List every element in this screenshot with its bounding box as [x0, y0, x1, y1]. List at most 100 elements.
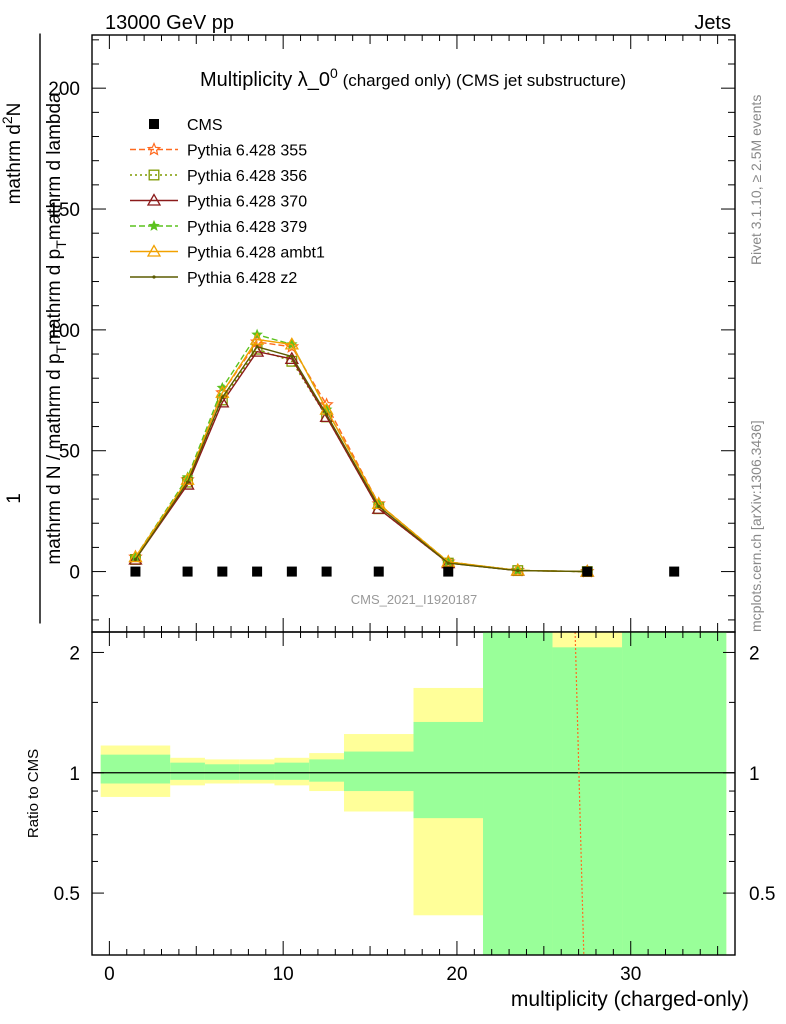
ratio-ytick-label-left-2: 2	[69, 643, 80, 664]
y-label-one: 1	[4, 493, 25, 504]
legend-marker-p370	[146, 193, 162, 206]
cms-point-3	[252, 566, 263, 577]
header-jets-label: Jets	[694, 12, 731, 34]
cms-points	[130, 566, 680, 577]
legend-label-z2: Pythia 6.428 z2	[187, 270, 297, 287]
legend-label-cms: CMS	[187, 117, 223, 134]
series-group	[128, 328, 595, 578]
chart-title-note: (charged only) (CMS jet substructure)	[338, 71, 626, 90]
chart-title-sup: 0	[330, 65, 338, 81]
header-energy-label: 13000 GeV pp	[105, 12, 234, 34]
ratio-y-axis-label: Ratio to CMS	[25, 749, 42, 838]
main-ytick-label-2: 100	[48, 321, 80, 342]
ratio-band-green-8	[483, 632, 553, 955]
series-point-z2-0	[133, 557, 138, 562]
series-point-z2-5	[325, 412, 329, 417]
main-ytick-label-1: 50	[59, 442, 80, 463]
y-label-denominator-part-3: T	[53, 240, 69, 249]
ratio-ytick-label-right-2: 2	[749, 643, 760, 664]
legend-label-p355: Pythia 6.428 355	[187, 143, 307, 160]
cms-point-0	[130, 566, 141, 577]
cms-point-7	[443, 566, 454, 577]
y-label-denominator-part-4: mathrm d lambda	[44, 92, 65, 240]
main-ytick-label-3: 150	[48, 200, 80, 221]
series-point-ambt1-3	[249, 332, 265, 345]
series-point-z2-8	[516, 569, 520, 573]
series-point-p370-4	[284, 351, 299, 365]
legend-marker-cms	[149, 119, 159, 129]
legend-label-p370: Pythia 6.428 370	[187, 194, 307, 211]
cms-point-5	[321, 566, 332, 577]
y-label-numerator-part-2: N	[4, 103, 25, 117]
series-line-p356	[134, 348, 588, 573]
series-point-ambt1-4	[284, 337, 299, 350]
series-point-ambt1-1	[180, 472, 195, 485]
legend-marker-p355	[146, 141, 162, 156]
main-ytick-label-4: 200	[48, 79, 80, 100]
y-label-denominator-part-0: mathrm d N / mathrm d p	[44, 353, 65, 564]
ratio-band-green-1	[170, 762, 205, 780]
main-ytick-label-0: 0	[69, 563, 80, 584]
chart-title: Multiplicity λ_00 (charged only) (CMS je…	[200, 65, 626, 91]
y-label-denominator: mathrm d N / mathrm d pTmathrm d pTmathr…	[44, 92, 69, 565]
y-label-numerator-part-1: 2	[0, 116, 15, 124]
series-line-ambt1	[134, 338, 588, 573]
series-line-z2	[134, 345, 588, 573]
rivet-version-label: Rivet 3.1.10, ≥ 2.5M events	[748, 95, 764, 265]
ratio-band-green-9	[552, 647, 623, 955]
mcplots-reference-label: mcplots.cern.ch [arXiv:1306.3436]	[748, 420, 764, 632]
ratio-bands	[100, 632, 727, 955]
ratio-ytick-label-right-0: 0.5	[749, 884, 775, 905]
series-line-p355	[134, 341, 588, 573]
cms-point-1	[182, 566, 193, 577]
legend: CMS Pythia 6.428 355 Pythia 6.428 356 Pythi…	[130, 117, 325, 287]
series-point-ambt1-0	[128, 549, 143, 563]
ratio-ytick-label-left-0: 0.5	[54, 884, 80, 905]
series-point-z2-6	[377, 504, 381, 508]
series-point-z2-4	[290, 354, 294, 359]
cms-point-9	[669, 566, 680, 577]
legend-marker-ambt1	[146, 244, 162, 257]
legend-marker-p356	[148, 169, 160, 181]
series-point-z2-1	[185, 480, 190, 484]
x-tick-label-2: 20	[446, 964, 467, 985]
x-tick-label-0: 0	[104, 964, 115, 985]
x-axis-label: multiplicity (charged-only)	[511, 988, 749, 1011]
ratio-band-green-2	[204, 764, 240, 780]
watermark-label: CMS_2021_I1920187	[351, 592, 478, 607]
ratio-frame	[91, 631, 736, 956]
cms-point-2	[217, 566, 228, 577]
cms-point-6	[373, 566, 384, 577]
ratio-band-green-0	[100, 754, 171, 784]
series-line-p370	[134, 350, 588, 573]
series-point-p370-0	[128, 552, 143, 565]
x-tick-label-1: 10	[273, 964, 294, 985]
y-label-numerator: mathrm d2N	[0, 103, 25, 205]
ratio-band-green-5	[309, 759, 344, 782]
ratio-band-green-4	[274, 762, 310, 780]
legend-label-p379: Pythia 6.428 379	[187, 219, 307, 236]
cms-point-4	[286, 566, 297, 577]
legend-marker-p379	[148, 219, 160, 231]
series-point-z2-7	[446, 561, 450, 565]
chart-title-main: Multiplicity λ_0	[200, 69, 330, 91]
ratio-band-green-10	[622, 632, 727, 955]
legend-label-ambt1: Pythia 6.428 ambt1	[187, 245, 325, 262]
ratio-band-green-3	[239, 764, 275, 780]
main-y-axis-label: mathrm d N / mathrm d pTmathrm d pTmathr…	[0, 33, 69, 624]
y-label-denominator-part-2: mathrm d p	[44, 249, 65, 345]
ratio-band-green-6	[343, 751, 414, 792]
legend-marker-z2	[152, 275, 156, 279]
y-label-denominator-part-1: T	[53, 344, 69, 353]
ratio-band-green-7	[413, 721, 484, 819]
y-label-numerator-part-0: mathrm d	[4, 124, 25, 204]
cms-point-8	[582, 566, 593, 577]
ratio-ytick-label-left-1: 1	[69, 764, 80, 785]
series-point-z2-2	[220, 395, 224, 400]
series-line-p379	[134, 333, 588, 573]
series-point-z2-3	[255, 345, 259, 349]
legend-label-p356: Pythia 6.428 356	[187, 168, 307, 185]
